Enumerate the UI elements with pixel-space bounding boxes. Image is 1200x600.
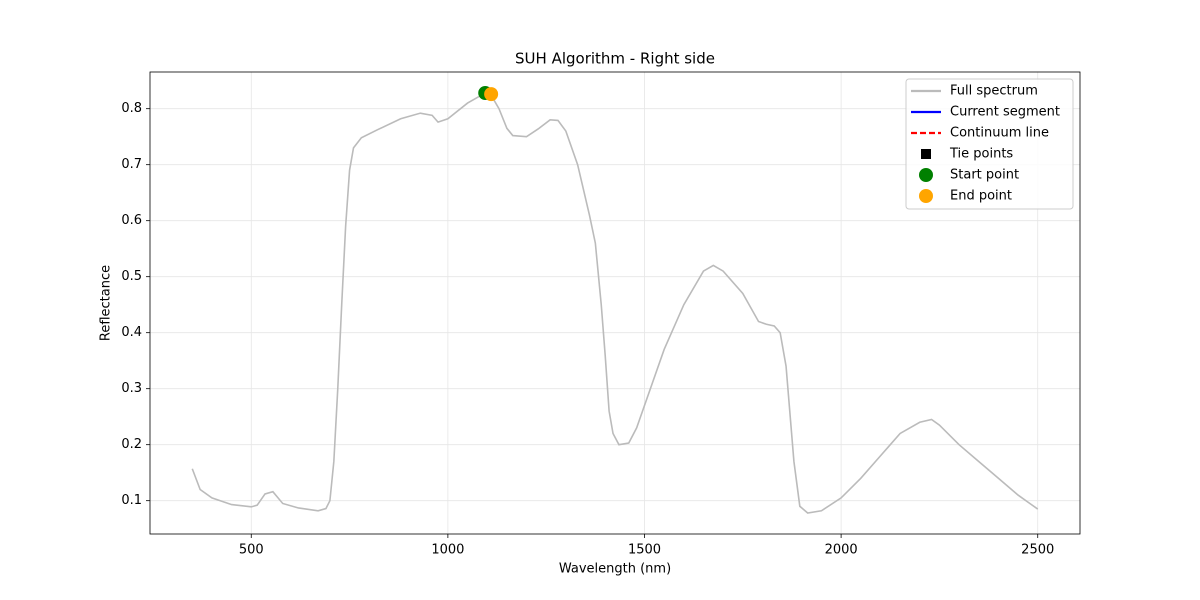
legend-label: Full spectrum (950, 84, 1038, 99)
legend-handle (919, 189, 933, 203)
chart-title: SUH Algorithm - Right side (515, 50, 715, 68)
y-tick-label: 0.5 (121, 269, 142, 284)
legend-label: End point (950, 189, 1012, 204)
x-tick-label: 2000 (825, 543, 858, 558)
legend-label: Current segment (950, 105, 1060, 120)
y-tick-label: 0.3 (121, 381, 142, 396)
plot-frame (149, 71, 1081, 535)
x-axis-label: Wavelength (nm) (559, 562, 671, 577)
legend-handle (921, 149, 931, 159)
legend-label: Start point (950, 168, 1019, 183)
spectrum-line (191, 93, 1039, 514)
y-tick-label: 0.8 (121, 101, 142, 116)
x-tick-label: 1000 (431, 543, 464, 558)
point (484, 87, 499, 102)
x-tick-label: 500 (239, 543, 264, 558)
y-tick-label: 0.7 (121, 157, 142, 172)
y-tick-label: 0.2 (121, 437, 142, 452)
legend-label: Continuum line (950, 126, 1049, 141)
y-tick-label: 0.4 (121, 325, 142, 340)
y-tick-label: 0.1 (121, 493, 142, 508)
y-axis-label: Reflectance (99, 265, 114, 341)
legend-label: Tie points (949, 147, 1013, 162)
x-tick-label: 2500 (1021, 543, 1054, 558)
legend-box (905, 78, 1074, 210)
legend-handle (919, 168, 933, 182)
y-tick-label: 0.6 (121, 213, 142, 228)
x-tick-label: 1500 (628, 543, 661, 558)
